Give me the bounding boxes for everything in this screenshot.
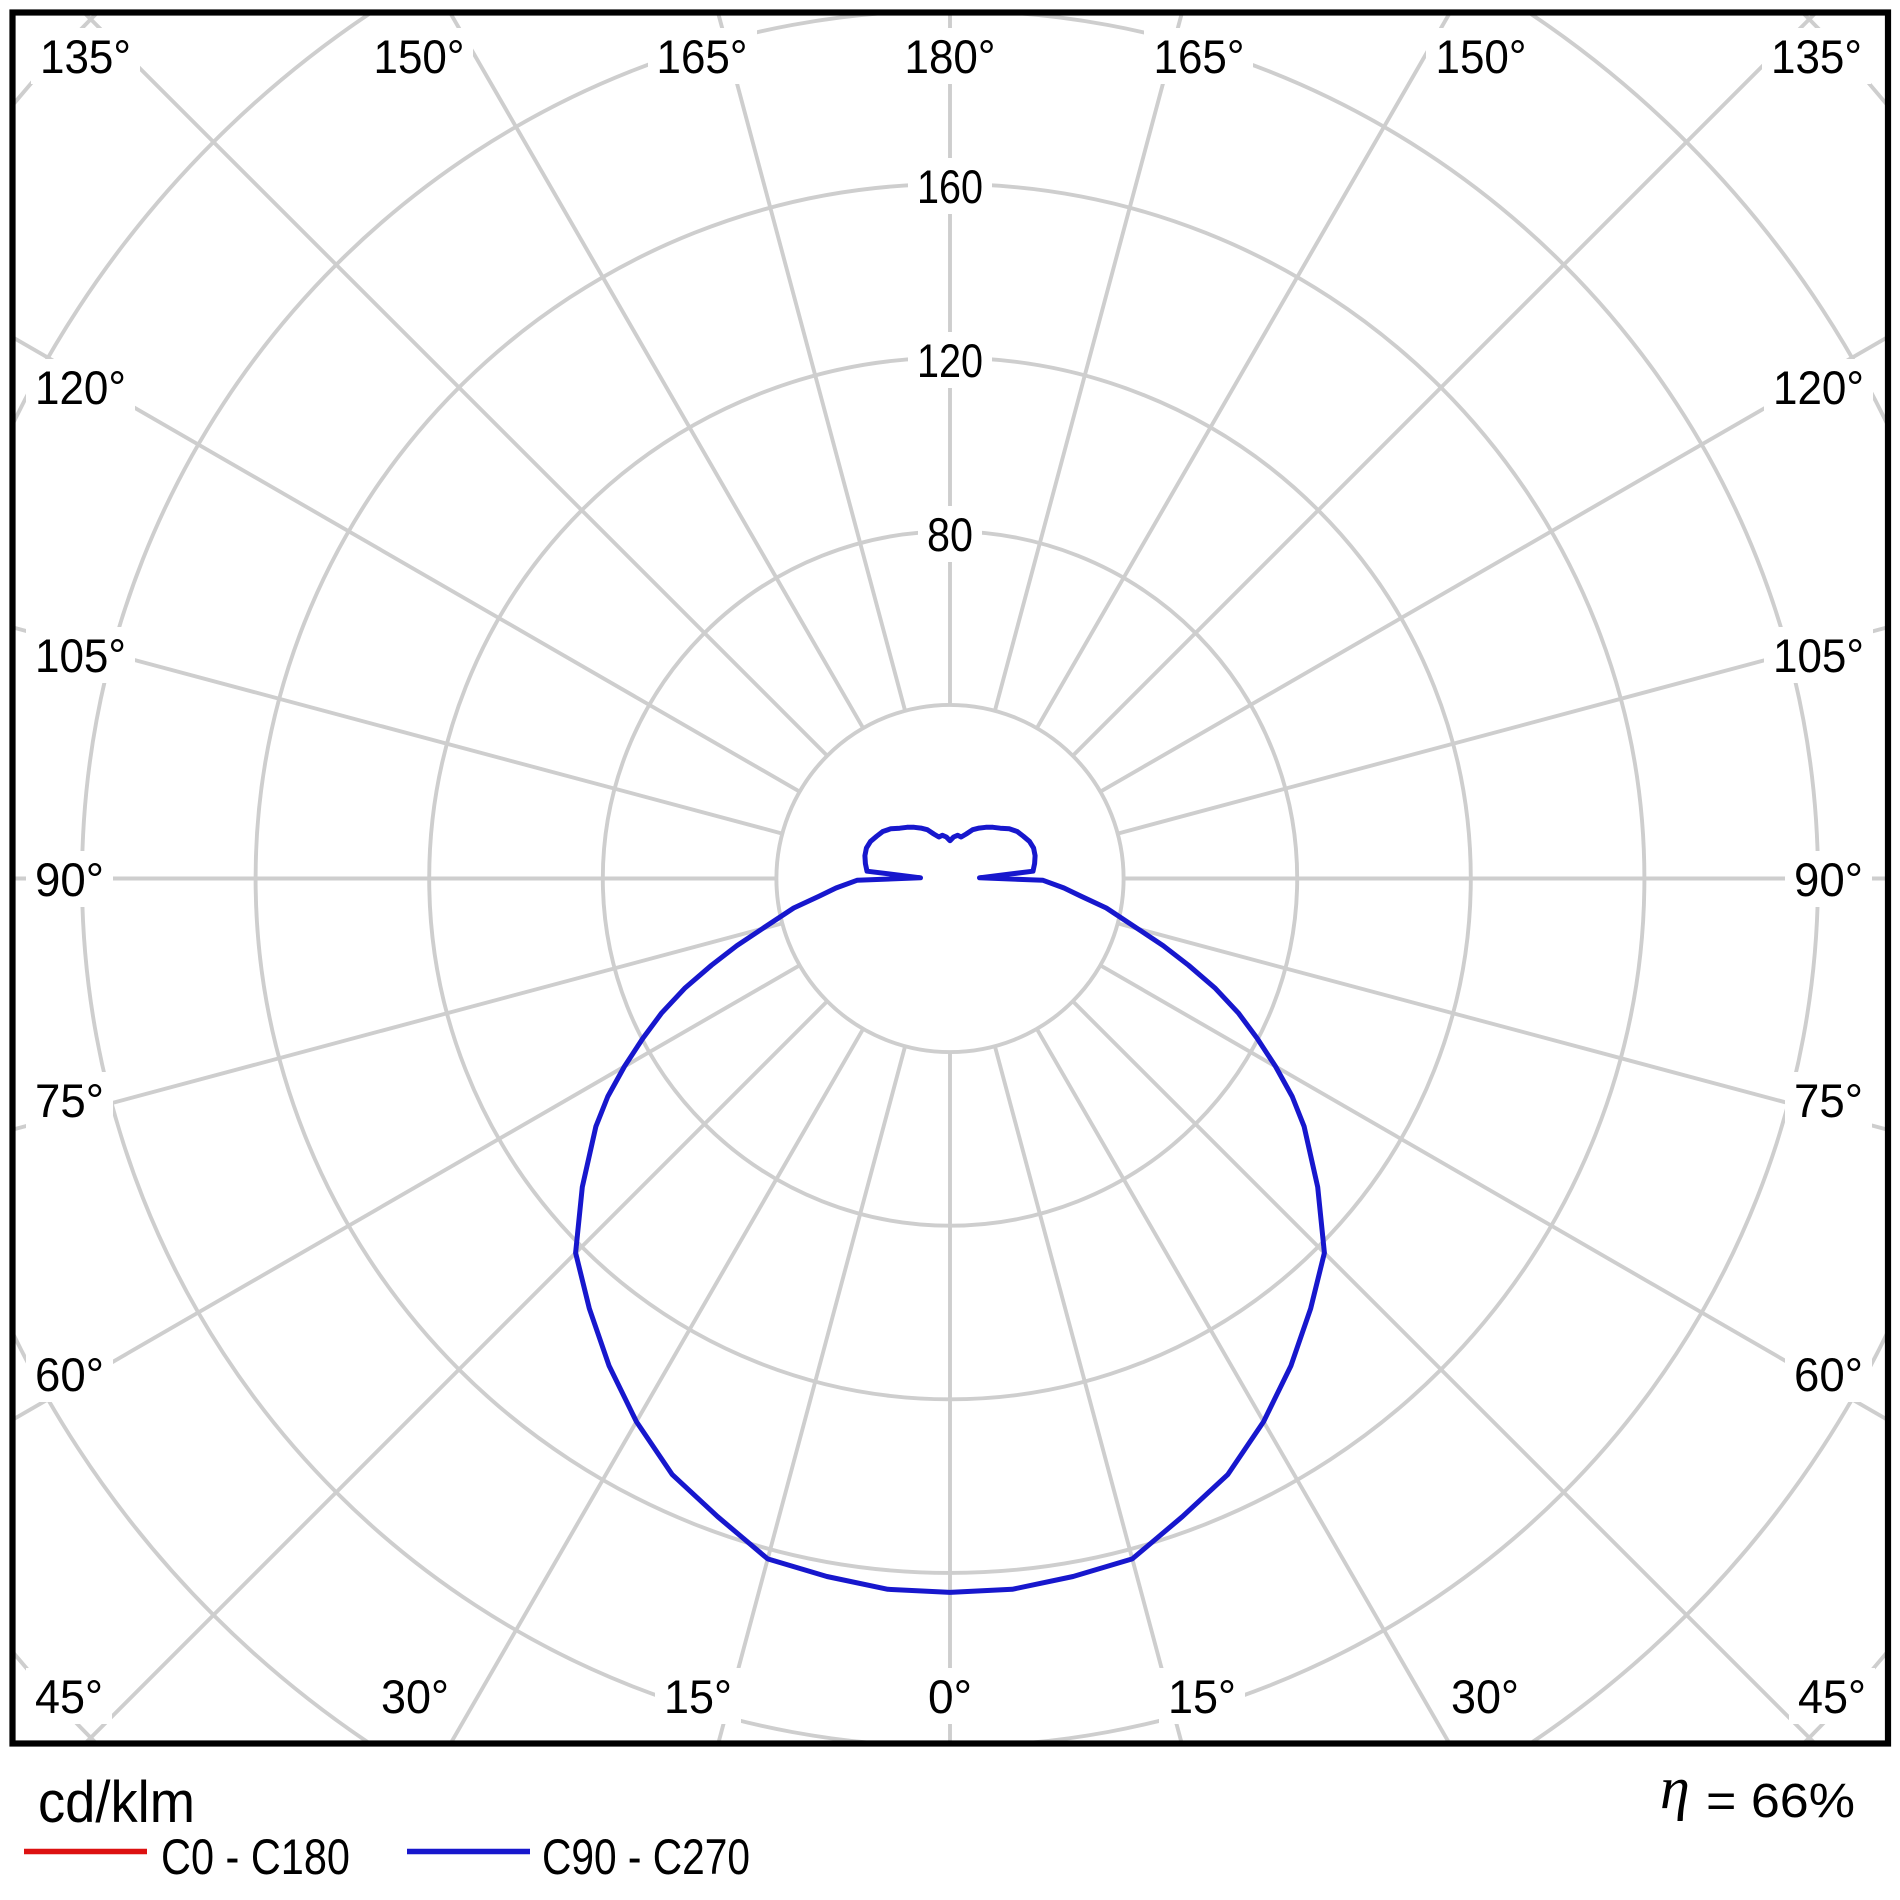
svg-text:135°: 135°: [1771, 30, 1862, 83]
svg-text:30°: 30°: [1451, 1670, 1519, 1723]
svg-text:45°: 45°: [35, 1670, 103, 1723]
svg-text:160: 160: [917, 160, 983, 213]
svg-text:105°: 105°: [35, 629, 126, 682]
svg-text:90°: 90°: [1794, 853, 1863, 906]
svg-text:cd/klm: cd/klm: [38, 1770, 195, 1835]
svg-text:105°: 105°: [1773, 629, 1864, 682]
svg-text:75°: 75°: [35, 1074, 104, 1127]
svg-text:165°: 165°: [657, 30, 748, 83]
svg-text:η: η: [1660, 1755, 1690, 1821]
svg-text:120: 120: [917, 334, 983, 387]
svg-text:180°: 180°: [905, 30, 996, 83]
svg-text:C0 - C180: C0 - C180: [161, 1829, 350, 1885]
svg-text:60°: 60°: [35, 1348, 104, 1401]
svg-text:120°: 120°: [35, 361, 126, 414]
svg-text:165°: 165°: [1154, 30, 1245, 83]
svg-text:15°: 15°: [664, 1670, 732, 1723]
svg-text:= 66%: = 66%: [1706, 1775, 1855, 1828]
svg-text:150°: 150°: [1436, 30, 1527, 83]
svg-text:C90 - C270: C90 - C270: [542, 1829, 750, 1885]
svg-text:135°: 135°: [40, 30, 131, 83]
svg-text:0°: 0°: [928, 1670, 972, 1723]
svg-text:45°: 45°: [1798, 1670, 1866, 1723]
svg-text:60°: 60°: [1794, 1348, 1863, 1401]
svg-text:120°: 120°: [1773, 361, 1864, 414]
svg-text:80: 80: [927, 508, 973, 561]
svg-text:15°: 15°: [1168, 1670, 1236, 1723]
svg-text:90°: 90°: [35, 853, 104, 906]
svg-text:30°: 30°: [381, 1670, 449, 1723]
svg-text:150°: 150°: [374, 30, 465, 83]
svg-text:75°: 75°: [1794, 1074, 1863, 1127]
